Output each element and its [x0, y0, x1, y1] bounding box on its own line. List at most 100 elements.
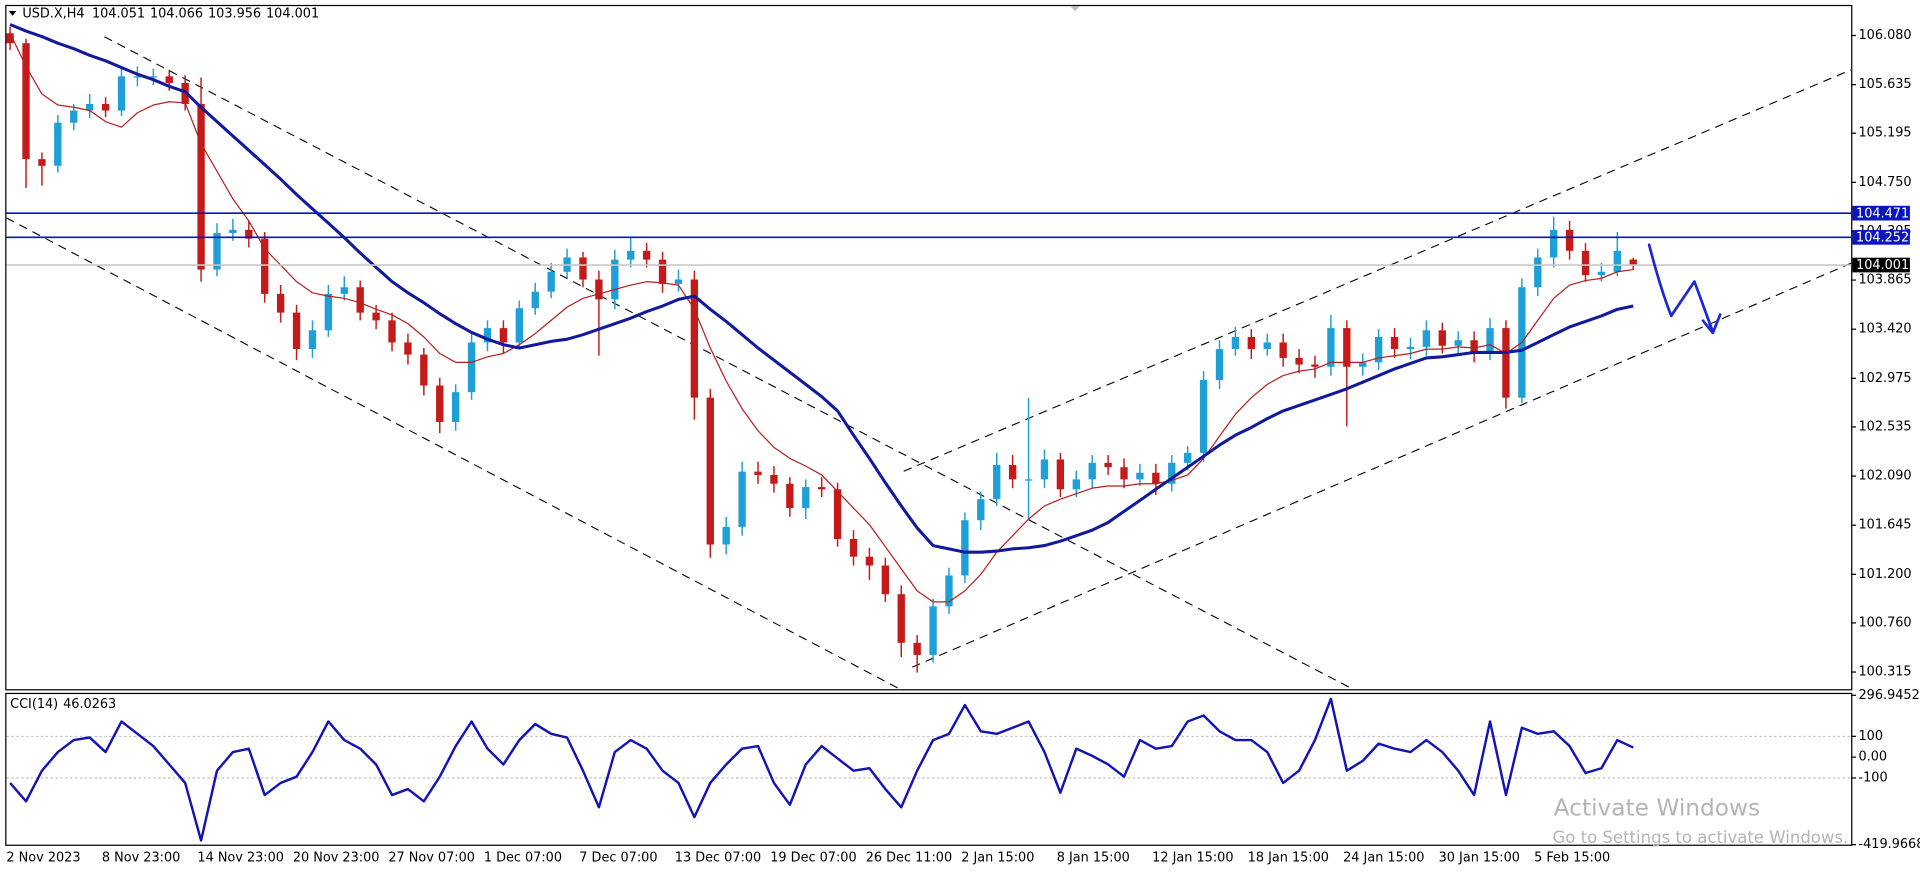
candle-body [929, 606, 937, 655]
candle-body [1136, 472, 1144, 480]
level-label: 104.001 [1856, 258, 1909, 273]
candle-body [356, 287, 364, 313]
y-tick-label: 100.760 [1858, 615, 1911, 630]
candle-body [86, 103, 94, 111]
y-tick-label: 102.090 [1858, 469, 1911, 484]
candle-body [1534, 257, 1542, 288]
candle-body [945, 575, 953, 607]
x-tick-label: 13 Dec 07:00 [675, 851, 761, 866]
x-tick-label: 26 Dec 11:00 [866, 851, 952, 866]
candle-body [1454, 340, 1462, 346]
candle-body [1008, 465, 1017, 480]
plot-area: 2 Nov 2023 8 Nov 23:00 14 Nov 23:00 20 Nov … [6, 23, 1852, 866]
candle-body [690, 279, 699, 398]
candle-body [1263, 342, 1271, 350]
candle-body [1120, 467, 1128, 480]
y-tick-label: 100.315 [1858, 665, 1911, 680]
candle-body [515, 308, 523, 343]
y-tick-label: 103.865 [1858, 273, 1911, 288]
candle-body [324, 293, 333, 331]
candle-body [1231, 336, 1240, 350]
y-tick-label: 105.195 [1858, 126, 1911, 141]
candle-body [802, 487, 810, 509]
y-tick-label: 100 [1858, 729, 1883, 744]
candle-body [372, 312, 380, 321]
candle-body [1279, 342, 1287, 358]
x-tick-label: 1 Dec 07:00 [484, 851, 562, 866]
candle-body [70, 110, 78, 123]
y-tick-label: 105.635 [1858, 77, 1911, 92]
candle-body [547, 271, 555, 292]
candle-body [897, 594, 905, 643]
candle-body [611, 259, 619, 300]
candle-body [499, 328, 508, 343]
candle-body [770, 474, 778, 484]
candle-body [149, 76, 157, 78]
candle-body [483, 328, 492, 343]
y-tick-label: 106.080 [1858, 28, 1911, 43]
candle-body [1152, 472, 1160, 484]
watermark-subtitle: Go to Settings to activate Windows. [1552, 828, 1848, 847]
candle-body [706, 397, 714, 545]
y-tick-label: -100 [1858, 770, 1887, 785]
candle-body [54, 122, 62, 166]
y-tick-label: 104.750 [1858, 175, 1911, 190]
trendline [6, 217, 901, 690]
candle-body [452, 392, 460, 422]
close-value: 104.001 [266, 6, 319, 21]
x-tick-label: 2 Jan 15:00 [961, 851, 1034, 866]
candle-body [865, 556, 874, 566]
y-tick-label: 101.645 [1858, 518, 1911, 533]
candle-body [1295, 357, 1303, 365]
indicator-name: CCI(14) [10, 696, 58, 711]
forecast-arrow [1647, 243, 1722, 335]
indicator-line [9, 697, 1634, 842]
candle-body [1629, 259, 1637, 266]
level-label: 104.252 [1856, 230, 1909, 245]
candle-body [1565, 229, 1574, 251]
menu-triangle [8, 11, 17, 16]
candle-body [642, 250, 651, 260]
candle-body [213, 233, 221, 270]
candle-body [467, 342, 476, 393]
x-tick-label: 18 Jan 15:00 [1248, 851, 1329, 866]
x-tick-label: 2 Nov 2023 [6, 851, 80, 866]
candle-body [261, 238, 269, 294]
candle-body [881, 565, 890, 595]
candle-body [1311, 364, 1319, 367]
candle-body [197, 103, 205, 270]
y-tick-label: 102.535 [1858, 419, 1911, 434]
candle-body [1072, 479, 1080, 490]
candle-body [993, 465, 1001, 500]
candle-body [1247, 336, 1256, 350]
candle-body [1184, 452, 1192, 463]
candle-body [1470, 340, 1478, 353]
open-value: 104.051 [92, 6, 145, 21]
candle-body [579, 257, 587, 280]
trendlines [6, 36, 1852, 690]
x-tick-label: 27 Nov 07:00 [388, 851, 475, 866]
candle-body [833, 489, 842, 539]
candle-body [1438, 330, 1446, 346]
x-tick-label: 19 Dec 07:00 [770, 851, 856, 866]
candle-body [1550, 229, 1558, 258]
x-tick-label: 30 Jan 15:00 [1439, 851, 1520, 866]
candle-body [1597, 271, 1606, 276]
candle-body [38, 159, 46, 166]
x-tick-label: 20 Nov 23:00 [293, 851, 380, 866]
candle-body [674, 279, 683, 284]
trendline [903, 69, 1852, 472]
candle-body [1343, 328, 1351, 367]
candle-body [1199, 379, 1208, 453]
candle-body [1040, 459, 1049, 480]
level-label-box [1852, 257, 1910, 273]
candle-body [1088, 462, 1096, 480]
candle-body [1327, 328, 1335, 367]
candle-body [308, 330, 317, 350]
candle-body [1422, 330, 1431, 347]
candle-body [818, 487, 826, 490]
x-tick-label: 7 Dec 07:00 [579, 851, 657, 866]
y-tick-label: 101.200 [1858, 567, 1911, 582]
